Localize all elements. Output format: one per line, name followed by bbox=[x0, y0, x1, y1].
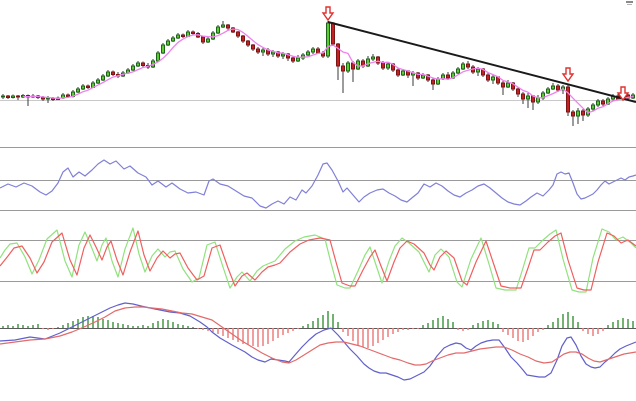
macd-signal-line bbox=[0, 306, 636, 366]
oscillator-blue-line bbox=[0, 159, 636, 209]
sell-arrow-icon bbox=[616, 86, 630, 102]
stoch-fast-line bbox=[0, 227, 636, 293]
moving-average-line bbox=[22, 28, 634, 114]
trendline bbox=[327, 21, 636, 103]
macd-histogram bbox=[2, 311, 634, 348]
candlestick-series bbox=[1, 21, 635, 126]
gridlines bbox=[0, 100, 636, 282]
corner-widget-icon bbox=[626, 1, 634, 7]
macd-line bbox=[0, 302, 636, 381]
stoch-slow-line bbox=[0, 230, 636, 291]
sell-arrow-icon bbox=[561, 67, 575, 83]
sell-arrow-icon bbox=[321, 6, 335, 22]
